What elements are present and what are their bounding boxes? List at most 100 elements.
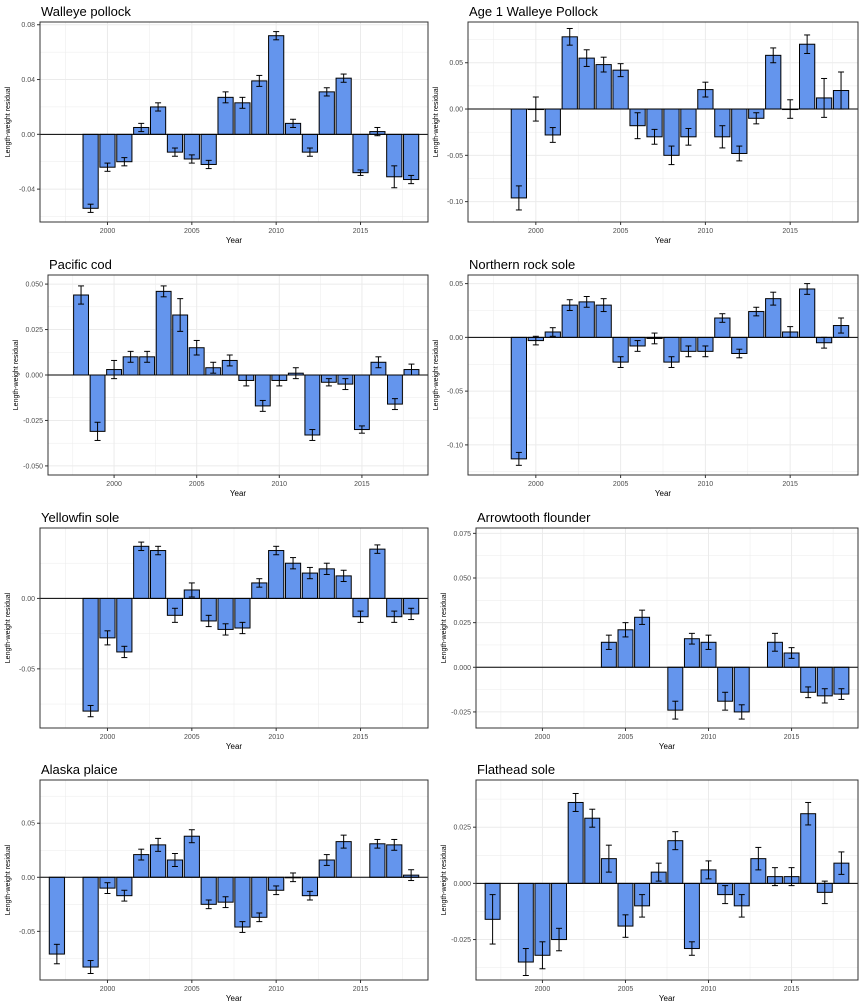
chart-title: Northern rock sole <box>469 257 575 272</box>
x-tick-label: 2015 <box>353 228 369 235</box>
y-tick-label: 0.05 <box>21 821 35 828</box>
panel-border <box>39 779 429 981</box>
bar <box>82 133 99 209</box>
x-tick-label: 2010 <box>268 228 284 235</box>
x-tick-label: 2000 <box>535 986 551 993</box>
bar <box>251 876 268 918</box>
x-tick-label: 2015 <box>784 734 800 741</box>
x-tick-label: 2015 <box>354 481 370 488</box>
bar <box>510 108 528 199</box>
bar <box>765 54 782 110</box>
bar <box>510 336 528 460</box>
y-tick-label: -0.05 <box>19 929 35 936</box>
chart-title: Flathead sole <box>477 762 555 777</box>
chart-panel: 2000 2005 2010 2015 -0.05 0.00 0.05 Alaska plai… <box>5 762 429 1003</box>
bar <box>561 36 578 110</box>
bar <box>48 876 65 955</box>
chart-title: Arrowtooth flounder <box>477 510 591 525</box>
y-tick-label: -0.025 <box>451 937 471 944</box>
y-tick-label: -0.05 <box>19 666 35 673</box>
bar <box>567 801 584 884</box>
bar <box>353 374 370 431</box>
y-tick-label: 0.025 <box>453 620 471 627</box>
x-tick-label: 2000 <box>528 228 544 235</box>
x-tick-label: 2005 <box>613 481 629 488</box>
chart-panel: 2000 2005 2010 2015 -0.050 -0.025 0.000 0.025 0.… <box>13 257 429 498</box>
bar <box>149 550 167 599</box>
x-tick-label: 2010 <box>701 734 717 741</box>
y-axis-label: Length-weight residual <box>5 844 12 915</box>
x-axis-label: Year <box>226 994 243 1003</box>
y-tick-label: 0.075 <box>453 531 471 538</box>
chart-panel: 2000 2005 2010 2015 -0.04 0.00 0.04 0.08 Walleye… <box>5 4 429 245</box>
panel-border <box>467 274 859 476</box>
bar <box>82 876 99 968</box>
y-tick-label: 0.00 <box>449 107 463 114</box>
panel-border <box>475 779 859 981</box>
y-tick-label: 0.00 <box>21 132 35 139</box>
y-tick-label: 0.000 <box>25 373 43 380</box>
x-axis-label: Year <box>655 236 672 245</box>
y-tick-label: 0.04 <box>21 77 35 84</box>
x-tick-label: 2015 <box>784 986 800 993</box>
bar <box>268 550 285 599</box>
y-tick-label: 0.050 <box>453 576 471 583</box>
bar <box>369 548 386 599</box>
x-tick-label: 2015 <box>782 228 798 235</box>
panel-border <box>475 527 859 729</box>
y-tick-label: -0.04 <box>19 187 35 194</box>
chart-title: Age 1 Walleye Pollock <box>469 4 598 19</box>
bar <box>73 294 89 376</box>
y-tick-label: 0.05 <box>449 60 463 67</box>
x-axis-label: Year <box>659 742 676 751</box>
chart-panel: 2000 2005 2010 2015 -0.025 0.000 0.025 Flathead… <box>441 762 859 1003</box>
y-tick-label: -0.025 <box>451 709 471 716</box>
y-tick-label: -0.025 <box>23 418 43 425</box>
y-tick-label: -0.050 <box>23 463 43 470</box>
bar <box>352 133 369 174</box>
x-tick-label: 2015 <box>782 481 798 488</box>
y-axis-label: Length-weight residual <box>5 86 12 157</box>
x-axis-label: Year <box>226 742 243 751</box>
y-tick-label: 0.025 <box>453 825 471 832</box>
y-tick-label: 0.00 <box>21 596 35 603</box>
bar <box>133 545 150 599</box>
x-tick-label: 2000 <box>100 734 116 741</box>
chart-panel: 2000 2005 2010 2015 -0.10 -0.05 0.00 0.05 Northe… <box>433 257 859 498</box>
y-tick-label: 0.000 <box>453 881 471 888</box>
x-axis-label: Year <box>226 236 243 245</box>
bar <box>403 133 420 181</box>
x-tick-label: 2015 <box>353 986 369 993</box>
y-tick-label: -0.10 <box>447 199 463 206</box>
x-tick-label: 2000 <box>535 734 551 741</box>
chart-panel: 2000 2005 2010 2015 -0.10 -0.05 0.00 0.05 Age 1 … <box>433 4 859 245</box>
y-axis-label: Length-weight residual <box>13 339 20 410</box>
x-tick-label: 2010 <box>268 734 284 741</box>
bar <box>268 35 285 135</box>
y-tick-label: 0.000 <box>453 665 471 672</box>
x-axis-label: Year <box>230 489 247 498</box>
chart-panel: 2000 2005 2010 2015 -0.025 0.000 0.025 0.050 0.0… <box>441 510 859 751</box>
x-axis-label: Year <box>655 489 672 498</box>
x-tick-label: 2000 <box>106 481 122 488</box>
x-tick-label: 2010 <box>698 228 714 235</box>
x-tick-label: 2005 <box>618 986 634 993</box>
panel-border <box>467 21 859 223</box>
x-tick-label: 2005 <box>184 228 200 235</box>
chart-title: Alaska plaice <box>41 762 118 777</box>
x-tick-label: 2000 <box>100 228 116 235</box>
y-axis-label: Length-weight residual <box>433 339 440 410</box>
chart-title: Pacific cod <box>49 257 112 272</box>
y-tick-label: -0.05 <box>447 153 463 160</box>
y-axis-label: Length-weight residual <box>5 592 12 663</box>
bar <box>799 288 816 338</box>
bar <box>99 133 116 168</box>
x-tick-label: 2005 <box>613 228 629 235</box>
bar <box>369 843 386 878</box>
y-axis-label: Length-weight residual <box>441 592 448 663</box>
x-tick-label: 2000 <box>100 986 116 993</box>
x-tick-label: 2010 <box>272 481 288 488</box>
y-axis-label: Length-weight residual <box>441 844 448 915</box>
y-tick-label: 0.05 <box>449 281 463 288</box>
x-tick-label: 2010 <box>268 986 284 993</box>
